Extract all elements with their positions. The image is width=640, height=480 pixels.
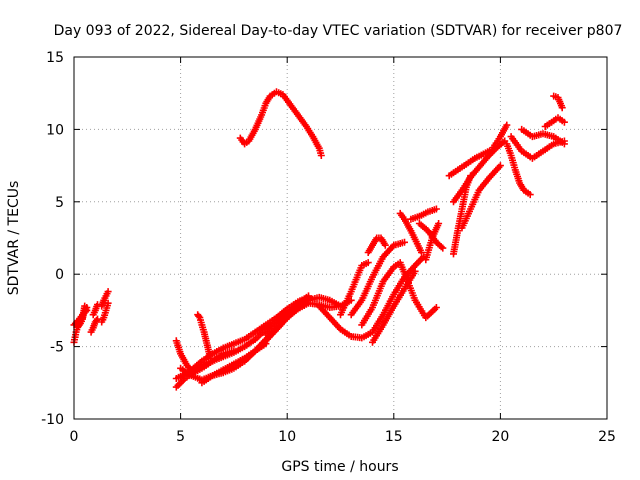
y-tick-label: -10 xyxy=(41,412,64,428)
gridlines xyxy=(74,57,607,419)
series-arc07 xyxy=(98,288,112,310)
x-tick-label: 25 xyxy=(598,429,616,445)
series-arc35 xyxy=(541,114,568,130)
x-tick-label: 5 xyxy=(176,429,185,445)
series-arc32 xyxy=(503,140,534,199)
series-arc21 xyxy=(364,234,389,256)
data-point xyxy=(496,162,504,170)
series-arc22 xyxy=(369,267,419,346)
series-arc28 xyxy=(445,121,511,180)
data-points xyxy=(70,88,568,391)
data-point xyxy=(364,259,372,267)
series-arc23 xyxy=(390,259,440,322)
series-arc20 xyxy=(358,263,398,329)
series-arc34 xyxy=(518,125,568,148)
y-tick-label: 0 xyxy=(55,267,64,283)
series-arc15 xyxy=(262,292,312,339)
x-axis-label: GPS time / hours xyxy=(281,459,398,475)
y-tick-label: 10 xyxy=(46,122,64,138)
data-point xyxy=(195,312,203,320)
series-arc18 xyxy=(337,259,372,319)
series-arc06 xyxy=(98,299,112,326)
series-arc36 xyxy=(550,92,566,112)
x-tick-label: 15 xyxy=(385,429,403,445)
data-point xyxy=(401,238,408,246)
data-point xyxy=(503,121,511,129)
data-point xyxy=(206,354,214,362)
data-point xyxy=(104,288,112,296)
y-tick-label: 5 xyxy=(55,195,64,211)
x-tick-label: 10 xyxy=(278,429,296,445)
series-arc25 xyxy=(407,205,440,223)
series-arc12 xyxy=(194,311,214,362)
series-arc04 xyxy=(87,315,101,336)
y-tick-label: 15 xyxy=(46,50,64,66)
data-point xyxy=(81,302,89,310)
series-arc03 xyxy=(74,302,89,330)
data-point xyxy=(558,104,566,112)
series-arc27 xyxy=(422,220,443,264)
plot-frame xyxy=(73,56,608,420)
series-arc05 xyxy=(89,301,101,319)
data-point xyxy=(439,244,447,252)
chart-title: Day 093 of 2022, Sidereal Day-to-day VTE… xyxy=(54,23,623,39)
series-arc16 xyxy=(236,88,325,159)
data-point xyxy=(381,241,389,249)
data-point xyxy=(560,140,568,148)
data-point xyxy=(560,118,568,126)
series-arc31 xyxy=(458,162,504,232)
data-point xyxy=(432,304,440,311)
data-point xyxy=(104,299,112,307)
series-arc19 xyxy=(347,238,408,319)
data-point xyxy=(526,191,534,199)
data-point xyxy=(432,205,440,213)
series-arc24 xyxy=(396,209,425,256)
data-point xyxy=(92,317,100,324)
data-point xyxy=(435,220,443,227)
x-tick-label: 20 xyxy=(491,429,509,445)
y-tick-label: -5 xyxy=(50,340,64,356)
data-point xyxy=(467,172,475,180)
x-tick-label: 0 xyxy=(70,429,79,445)
data-point xyxy=(75,321,83,329)
series-arc30 xyxy=(450,172,475,258)
data-point xyxy=(305,292,312,300)
data-point xyxy=(418,249,425,256)
data-point xyxy=(317,152,325,159)
y-axis-label: SDTVAR / TECUs xyxy=(6,181,22,296)
data-point xyxy=(411,267,419,275)
